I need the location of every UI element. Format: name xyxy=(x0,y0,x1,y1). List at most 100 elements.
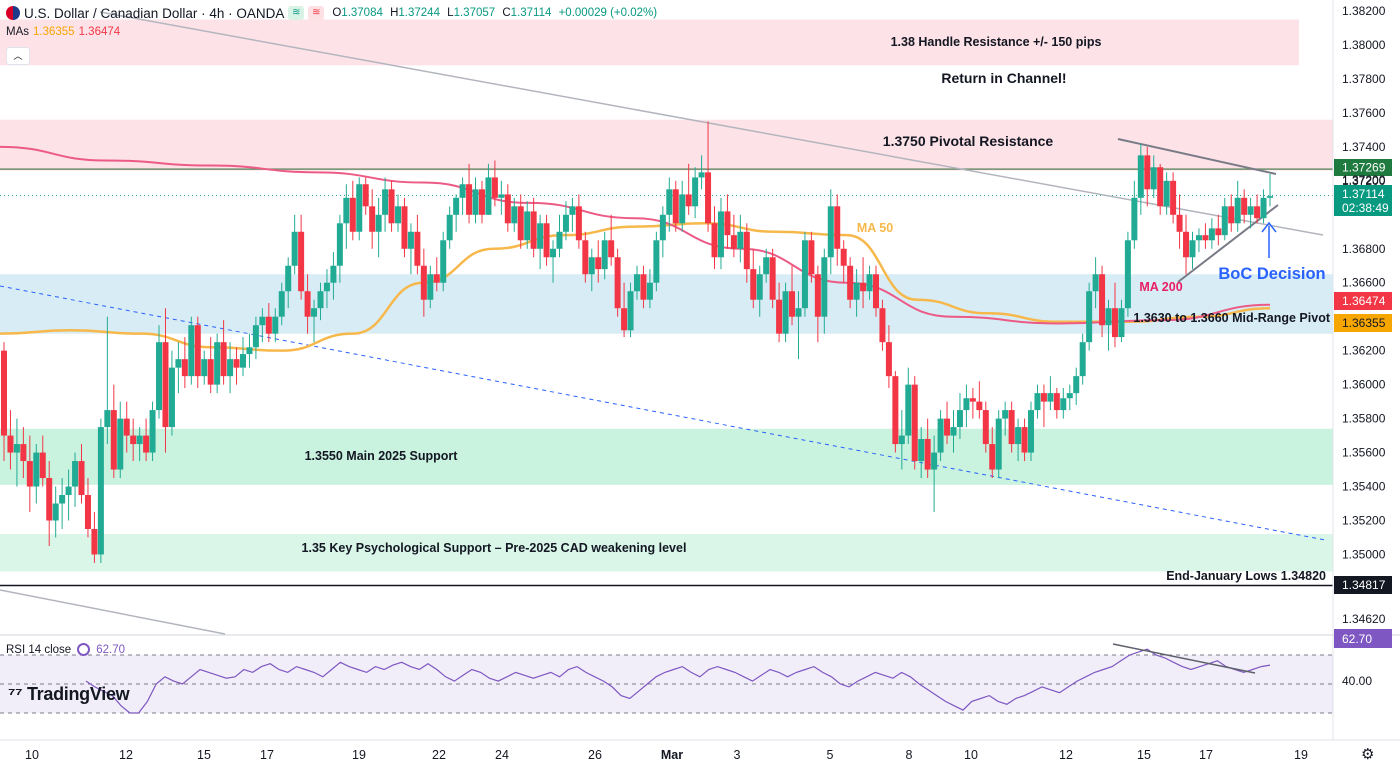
candle-body xyxy=(776,299,783,334)
candle-body xyxy=(1195,235,1202,241)
ma50-badge-bg xyxy=(1334,314,1392,332)
candle-body xyxy=(466,184,473,215)
price-tick: 1.35200 xyxy=(1342,513,1386,527)
price-tick: 1.37600 xyxy=(1342,106,1386,120)
candle-body xyxy=(1086,291,1093,343)
candle-body xyxy=(26,461,33,487)
price-tick: 1.36200 xyxy=(1342,344,1386,358)
alert-icon[interactable]: ≋ xyxy=(308,6,325,20)
candle-body xyxy=(918,438,925,462)
candle-body xyxy=(898,435,905,445)
candle-body xyxy=(860,282,867,292)
collapse-legend-button[interactable]: ︿ xyxy=(6,47,30,65)
candle-body xyxy=(382,189,389,215)
candle-body xyxy=(7,435,14,453)
candle-body xyxy=(317,291,324,309)
candle-body xyxy=(653,240,660,283)
price-tick: 1.34620 xyxy=(1342,612,1386,626)
candle-body xyxy=(537,223,544,249)
candle-body xyxy=(1021,427,1028,453)
rsi-label: RSI 14 close xyxy=(6,643,72,656)
candle-body xyxy=(608,240,615,258)
candle-body xyxy=(401,206,408,249)
candle-body xyxy=(562,214,569,232)
candle-body xyxy=(1040,393,1047,402)
candle-body xyxy=(123,418,130,436)
ma200-badge: 1.36474 xyxy=(1342,294,1386,308)
candle-body xyxy=(595,257,602,270)
zone-rect xyxy=(0,534,1333,572)
candle-body xyxy=(750,269,757,300)
candle-body xyxy=(659,214,666,241)
candle-body xyxy=(311,308,318,317)
return-in-channel-note: Return in Channel! xyxy=(941,70,1066,86)
candle-body xyxy=(737,231,744,249)
candle-body xyxy=(711,223,718,258)
candle-body xyxy=(1008,410,1015,445)
zone-rect xyxy=(0,428,1333,485)
gear-icon[interactable]: ⚙ xyxy=(1361,746,1375,763)
candle-body xyxy=(214,342,221,385)
time-tick: 3 xyxy=(734,748,741,762)
price-tick: 1.35000 xyxy=(1342,547,1386,561)
mas-legend[interactable]: MAs 1.36355 1.36474 xyxy=(6,26,120,38)
candle-body xyxy=(369,206,376,232)
candle-body xyxy=(621,308,628,331)
lower-channel-trendline xyxy=(0,589,226,635)
candle-body xyxy=(601,240,608,270)
last-price-text: 1.37114 xyxy=(1342,187,1385,201)
candle-body xyxy=(110,410,117,470)
candle-body xyxy=(72,461,79,487)
candle-body xyxy=(323,282,330,292)
candle-body xyxy=(272,316,279,334)
candle-body xyxy=(821,257,828,317)
candle-body xyxy=(278,291,285,317)
candle-body xyxy=(931,452,938,470)
candle-body xyxy=(59,495,66,504)
tradingview-logo[interactable]: ⁷⁷ TradingView xyxy=(8,684,130,704)
time-axis: 10 12 15 17 19 22 24 26 Mar 3 5 8 10 12 15 17 19 xyxy=(0,739,1400,762)
candle-body xyxy=(84,495,91,529)
annotations-layer: 1.38 Handle Resistance +/- 150 pips Retur… xyxy=(302,35,1331,583)
candle-body xyxy=(543,223,550,258)
price-tick: 1.38000 xyxy=(1342,38,1386,52)
zone-label-pivotal-resistance: 1.3750 Pivotal Resistance xyxy=(883,133,1054,149)
candle-body xyxy=(1247,206,1254,215)
candle-body xyxy=(1053,393,1060,411)
candle-body xyxy=(698,172,705,178)
candle-body xyxy=(814,274,821,317)
ohlc-readout: O1.37084 H1.37244 L1.37057 C1.37114 +0.0… xyxy=(332,7,658,19)
time-tick: 10 xyxy=(25,748,39,762)
time-tick: 8 xyxy=(906,748,913,762)
candle-body xyxy=(175,359,182,368)
market-open-icon[interactable]: ≋ xyxy=(288,6,305,20)
grid-layer xyxy=(0,0,1400,740)
candle-body xyxy=(672,189,679,224)
candle-body xyxy=(524,211,531,241)
candle-body xyxy=(201,359,208,377)
candle-body xyxy=(892,376,899,445)
symbol-title[interactable]: U.S. Dollar / Canadian Dollar · 4h · OAN… xyxy=(24,5,285,21)
rsi-legend[interactable]: RSI 14 close 62.70 xyxy=(6,643,125,656)
candle-body xyxy=(588,257,595,275)
resistance-badge: 1.37269 xyxy=(1342,161,1386,175)
symbol-header: U.S. Dollar / Canadian Dollar · 4h · OAN… xyxy=(6,4,661,22)
candle-body xyxy=(227,359,234,377)
candles-layer xyxy=(1,121,1273,563)
candle-body xyxy=(982,410,989,445)
candle-body xyxy=(91,528,98,555)
candle-body xyxy=(976,401,983,411)
candle-body xyxy=(679,194,686,224)
candle-body xyxy=(356,184,363,232)
candle-body xyxy=(491,177,498,198)
candle-body xyxy=(1111,308,1118,338)
candle-body xyxy=(556,231,563,249)
price-tick: 1.37400 xyxy=(1342,140,1386,154)
candle-body xyxy=(1163,180,1170,207)
candle-body xyxy=(343,197,350,224)
candle-body xyxy=(130,435,137,445)
candle-body xyxy=(1144,155,1151,190)
candle-body xyxy=(782,291,789,334)
rsi-settings-icon[interactable] xyxy=(77,643,91,656)
